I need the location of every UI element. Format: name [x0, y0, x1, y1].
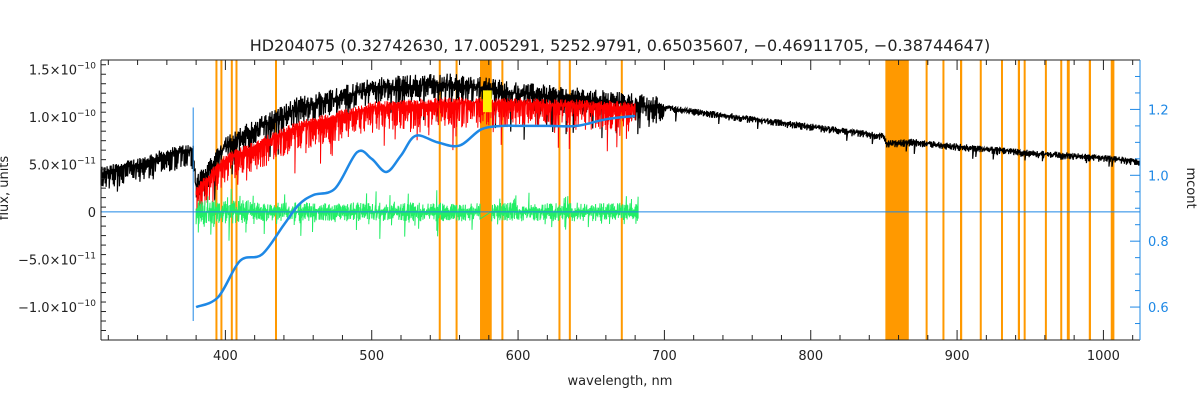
x-tick-label-500: 500: [359, 349, 384, 364]
mask-band-12: [885, 60, 909, 340]
observed-line: [100, 73, 1141, 201]
mask-band-6: [455, 60, 458, 340]
continuum-line: [195, 114, 636, 309]
mask-band-11: [620, 60, 623, 340]
y-left-tick-exponent: −10: [77, 109, 96, 119]
mask-band-24: [1110, 60, 1115, 340]
y-left-tick-mantissa: −1.0×10: [18, 301, 77, 316]
mask-band-3: [235, 60, 238, 340]
x-axis-label: wavelength, nm: [568, 374, 673, 389]
residual-series: [195, 188, 639, 241]
mask-band-4: [274, 60, 277, 340]
y-left-tick-mantissa: 5.0×10: [29, 158, 77, 173]
mask-band-10: [568, 60, 571, 340]
continuum-series: [195, 114, 636, 309]
y-left-tick-mantissa: −5.0×10: [18, 253, 77, 268]
x-tick-label-900: 900: [945, 349, 970, 364]
mask-bands: [215, 60, 1115, 340]
y-left-tick-exponent: −11: [77, 251, 96, 261]
y-left-tick-exponent: −11: [77, 156, 96, 166]
y-left-tick-label: −5.0×10−11: [18, 251, 96, 268]
observed-series: [100, 73, 1141, 201]
y-left-tick-mantissa: 1.0×10: [29, 111, 77, 126]
x-tick-label-700: 700: [652, 349, 677, 364]
model-series: [195, 96, 636, 212]
mask-band-9: [558, 60, 561, 340]
zero-line: [101, 107, 1140, 322]
mask-band-2: [230, 60, 233, 340]
y-left-tick-exponent: −10: [77, 299, 96, 309]
mask-band-22: [1066, 60, 1070, 340]
y-right-tick-label: 1.2: [1148, 103, 1169, 118]
y-left-tick-label: 0: [88, 206, 96, 221]
mask-band-7: [480, 60, 492, 340]
y-left-tick-mantissa: 0: [88, 206, 96, 221]
mask-band-16: [979, 60, 982, 340]
chart-title: HD204075 (0.32742630, 17.005291, 5252.97…: [250, 36, 991, 55]
model-line: [195, 96, 636, 212]
mask-band-19: [1023, 60, 1026, 340]
highlight-band: [482, 90, 492, 113]
y-right-axis-label: mcont: [1183, 167, 1198, 208]
plot-axes: 400 500 600 700 800 900 1000−1.0×10−10−5.0×10−…: [18, 59, 1169, 364]
mask-band-18: [1017, 60, 1021, 340]
mask-band-20: [1044, 60, 1047, 340]
residual-line: [195, 188, 639, 241]
y-left-tick-exponent: −10: [77, 61, 96, 71]
mask-band-17: [1000, 60, 1003, 340]
y-right-tick-label: 1.0: [1148, 169, 1169, 184]
y-left-tick-mantissa: 1.5×10: [29, 63, 77, 78]
mask-band-13: [925, 60, 928, 340]
mask-band-14: [942, 60, 945, 340]
x-tick-label-400: 400: [213, 349, 238, 364]
y-left-tick-label: 1.0×10−10: [29, 109, 96, 126]
mask-band-0: [215, 60, 218, 340]
mask-band-8: [501, 60, 504, 340]
y-left-tick-label: −1.0×10−10: [18, 299, 96, 316]
y-left-tick-label: 1.5×10−10: [29, 61, 96, 78]
mask-band-1: [220, 60, 223, 340]
y-left-tick-label: 5.0×10−11: [29, 156, 96, 173]
mask-band-15: [960, 60, 963, 340]
y-right-tick-label: 0.6: [1148, 301, 1169, 316]
y-right-tick-label: 0.8: [1148, 235, 1169, 250]
y-left-axis-label: flux, units: [0, 156, 12, 221]
mask-band-5: [438, 60, 441, 340]
mask-band-21: [1060, 60, 1063, 340]
x-tick-label-1000: 1000: [1087, 349, 1120, 364]
x-tick-label-600: 600: [506, 349, 531, 364]
mask-band-23: [1088, 60, 1091, 340]
x-tick-label-800: 800: [798, 349, 823, 364]
highlight-rect: [482, 90, 492, 113]
